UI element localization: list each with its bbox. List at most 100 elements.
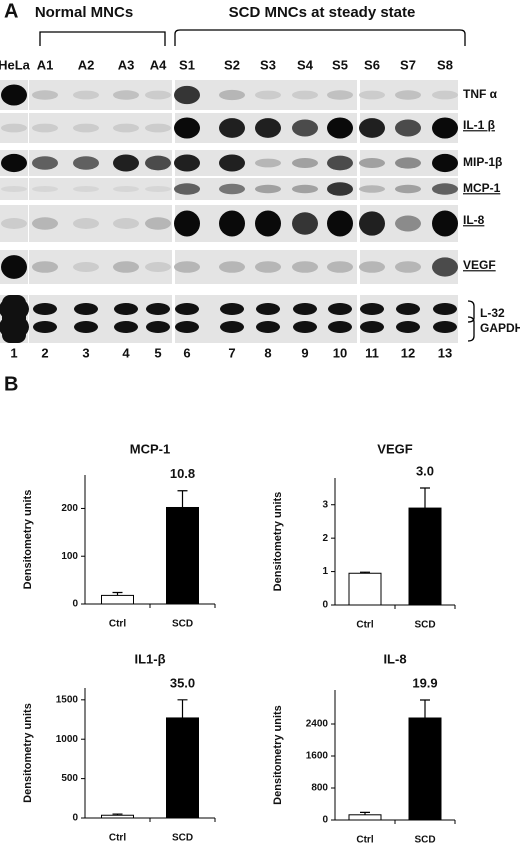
lane-label: S8 — [437, 57, 453, 72]
blot-band — [432, 257, 458, 277]
lane-number: 7 — [228, 345, 235, 360]
blot-band — [113, 123, 139, 133]
blot-band — [255, 118, 281, 138]
x-tick-label: SCD — [172, 833, 193, 844]
chart-title: IL1-β — [134, 651, 165, 666]
chart-title: IL-8 — [383, 651, 406, 666]
blot-band — [432, 90, 458, 100]
annotation: 35.0 — [170, 675, 195, 690]
bracket — [174, 29, 466, 46]
chart-title: MCP-1 — [130, 441, 170, 456]
y-axis-label: Densitometry units — [22, 490, 34, 590]
x-tick-label: Ctrl — [109, 833, 126, 844]
y-tick-label: 3 — [322, 499, 328, 510]
gene-label: IL-1 β — [463, 118, 495, 132]
blot-band — [255, 261, 281, 273]
lane-label: S7 — [400, 57, 416, 72]
blot-band — [255, 90, 281, 100]
x-tick-label: Ctrl — [356, 835, 373, 845]
blot-band — [395, 157, 421, 169]
blot-band — [292, 119, 318, 137]
blot-band — [113, 218, 139, 229]
blot-band — [359, 157, 385, 169]
blot-band — [74, 321, 98, 333]
y-tick-label: 2400 — [306, 719, 329, 730]
blot-band — [219, 89, 245, 101]
lane-label: S1 — [179, 57, 195, 72]
error-bar — [112, 591, 123, 596]
blot-band — [219, 183, 245, 195]
blot-band — [145, 261, 171, 273]
bar — [348, 572, 382, 606]
blot-band — [114, 303, 138, 315]
blot-band — [396, 321, 420, 333]
blot-band — [32, 261, 58, 273]
y-axis-label: Densitometry units — [272, 705, 284, 805]
blot-band — [113, 261, 139, 273]
blot-band — [292, 184, 318, 194]
lane-number: 9 — [301, 345, 308, 360]
lane-number: 8 — [264, 345, 271, 360]
blot-band — [219, 118, 245, 138]
annotation: 10.8 — [170, 466, 195, 481]
error-bar — [112, 813, 123, 816]
blot-band — [74, 303, 98, 315]
error-bar — [177, 699, 188, 718]
blot-band — [359, 90, 385, 100]
gene-label: L-32 — [480, 306, 505, 320]
y-axis-label: Densitometry units — [22, 703, 34, 803]
lane-label: S3 — [260, 57, 276, 72]
x-tick-label: Ctrl — [109, 619, 126, 630]
blot-band — [32, 186, 58, 192]
blot-band — [73, 156, 99, 170]
blot-band — [359, 261, 385, 273]
lane-label: S2 — [224, 57, 240, 72]
lane-number: 11 — [365, 345, 379, 360]
blot-band — [174, 154, 200, 172]
y-axis-label: Densitometry units — [272, 492, 284, 592]
blot-band — [113, 154, 139, 172]
gene-label: GAPDH — [480, 321, 520, 335]
blot-band — [359, 185, 385, 193]
y-tick-label: 1600 — [306, 751, 329, 762]
blot-band — [219, 261, 245, 273]
blot-band — [293, 321, 317, 333]
panel-label: B — [4, 373, 18, 395]
blot-band — [395, 90, 421, 100]
blot-strip — [29, 178, 172, 200]
blot-band — [255, 184, 281, 194]
blot-band — [114, 321, 138, 333]
blot-band — [73, 90, 99, 100]
blot-band — [360, 303, 384, 315]
blot-band — [432, 183, 458, 195]
blot-band — [145, 186, 171, 192]
blot-strip — [175, 295, 357, 343]
bar — [166, 717, 199, 819]
blot-band — [293, 303, 317, 315]
annotation: 3.0 — [416, 463, 434, 478]
bar — [408, 507, 442, 606]
bar — [101, 594, 134, 605]
blot-band — [1, 123, 27, 133]
error-bar — [420, 487, 430, 509]
y-tick-label: 500 — [61, 773, 78, 784]
lane-label: A4 — [150, 57, 167, 72]
lane-number: 6 — [183, 345, 190, 360]
lane-label: A1 — [37, 57, 54, 72]
y-tick-label: 2 — [322, 533, 328, 544]
blot-band — [73, 218, 99, 229]
lane-number: 3 — [82, 345, 89, 360]
lane-label: A2 — [78, 57, 95, 72]
blot-band — [432, 117, 458, 139]
blot-strip — [360, 295, 458, 343]
blot-band — [73, 186, 99, 192]
blot-band — [113, 186, 139, 192]
blot-band — [292, 90, 318, 100]
blot-band — [395, 261, 421, 273]
blot-band — [327, 155, 353, 171]
lane-number: 13 — [438, 345, 452, 360]
bar — [101, 814, 134, 819]
blot-band — [292, 212, 318, 235]
bar — [408, 717, 442, 821]
blot-band — [73, 261, 99, 273]
